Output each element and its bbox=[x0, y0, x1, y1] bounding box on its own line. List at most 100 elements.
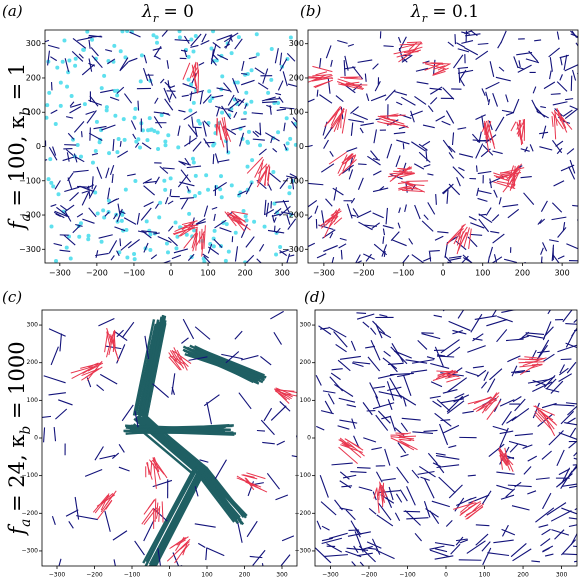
particle bbox=[206, 188, 210, 192]
filament bbox=[398, 223, 400, 229]
filament-cluster bbox=[511, 122, 516, 131]
filament bbox=[317, 90, 318, 97]
filament bbox=[476, 51, 488, 60]
filament bbox=[566, 244, 577, 249]
filament bbox=[69, 521, 74, 528]
filament bbox=[567, 149, 574, 155]
filament bbox=[401, 97, 415, 105]
particle bbox=[225, 222, 229, 226]
filament bbox=[544, 82, 555, 89]
filament bbox=[466, 372, 479, 376]
filament bbox=[458, 168, 464, 171]
filament bbox=[359, 487, 372, 491]
filament bbox=[427, 174, 433, 175]
filament bbox=[452, 132, 453, 145]
filament bbox=[497, 316, 512, 321]
filament bbox=[437, 232, 448, 233]
filament-cluster bbox=[217, 123, 224, 148]
filament bbox=[328, 394, 334, 405]
filament bbox=[151, 255, 157, 259]
x-tick-label: −300 bbox=[49, 572, 66, 579]
filament bbox=[492, 215, 499, 222]
particle bbox=[120, 219, 124, 223]
filament bbox=[319, 95, 332, 104]
filament bbox=[98, 319, 114, 326]
particle bbox=[286, 141, 290, 145]
filament bbox=[322, 526, 330, 530]
x-tick-label: −200 bbox=[86, 269, 108, 278]
particle bbox=[266, 91, 270, 95]
filament bbox=[204, 206, 207, 217]
particle bbox=[165, 241, 169, 245]
filament bbox=[184, 36, 189, 44]
filament bbox=[473, 366, 484, 367]
particle bbox=[174, 246, 178, 250]
filament bbox=[242, 61, 244, 71]
panel-content bbox=[33, 29, 304, 269]
filament-cluster bbox=[514, 170, 515, 189]
filament bbox=[377, 515, 393, 526]
filament bbox=[508, 485, 532, 486]
text-part: = 1 bbox=[5, 63, 29, 107]
filament bbox=[317, 254, 326, 258]
particle bbox=[258, 143, 262, 147]
filament bbox=[334, 384, 353, 396]
filament bbox=[215, 460, 226, 479]
particle bbox=[145, 219, 149, 223]
particle bbox=[189, 37, 193, 41]
x-tick-label: −300 bbox=[49, 269, 71, 278]
filament bbox=[367, 156, 380, 165]
filament bbox=[541, 201, 547, 212]
x-tick-label: 300 bbox=[554, 269, 569, 278]
particle bbox=[83, 102, 87, 106]
filament bbox=[390, 416, 395, 431]
filament bbox=[569, 518, 581, 521]
filament bbox=[513, 549, 532, 561]
particle bbox=[140, 53, 144, 57]
filament bbox=[501, 31, 506, 43]
y-tick-label: −300 bbox=[19, 245, 41, 254]
text-part: a bbox=[18, 213, 34, 221]
filament bbox=[60, 205, 67, 210]
filament bbox=[217, 107, 220, 117]
filament bbox=[247, 521, 257, 537]
filament-cluster bbox=[339, 159, 357, 175]
filament bbox=[49, 393, 66, 395]
filament bbox=[326, 544, 341, 553]
panel-label: (b) bbox=[300, 2, 321, 20]
filament bbox=[561, 411, 574, 424]
filament bbox=[119, 444, 124, 452]
filament bbox=[336, 96, 343, 102]
filament bbox=[384, 351, 391, 356]
particle bbox=[250, 158, 254, 162]
filament bbox=[455, 498, 464, 511]
filament bbox=[414, 96, 426, 104]
filament bbox=[512, 408, 529, 420]
filament bbox=[575, 502, 581, 509]
filament bbox=[350, 472, 366, 473]
filament bbox=[488, 99, 489, 105]
particle bbox=[139, 79, 143, 83]
column-title: λr = 0 bbox=[141, 2, 194, 25]
filament bbox=[324, 127, 332, 139]
filament bbox=[567, 362, 576, 373]
filament bbox=[506, 113, 513, 115]
filament bbox=[114, 559, 118, 577]
filament bbox=[178, 126, 180, 136]
filament bbox=[446, 520, 452, 526]
filament bbox=[400, 255, 409, 267]
filament bbox=[487, 379, 494, 393]
particle bbox=[269, 78, 273, 82]
x-tick-label: 100 bbox=[200, 269, 215, 278]
filament bbox=[351, 123, 352, 136]
particle bbox=[70, 94, 74, 98]
particle bbox=[100, 240, 104, 244]
filament bbox=[486, 319, 507, 325]
filament bbox=[373, 171, 381, 175]
filament bbox=[55, 180, 60, 189]
filament bbox=[499, 197, 501, 204]
filament bbox=[428, 202, 435, 214]
particle bbox=[166, 250, 170, 254]
filament bbox=[124, 218, 136, 225]
filament bbox=[128, 239, 139, 248]
